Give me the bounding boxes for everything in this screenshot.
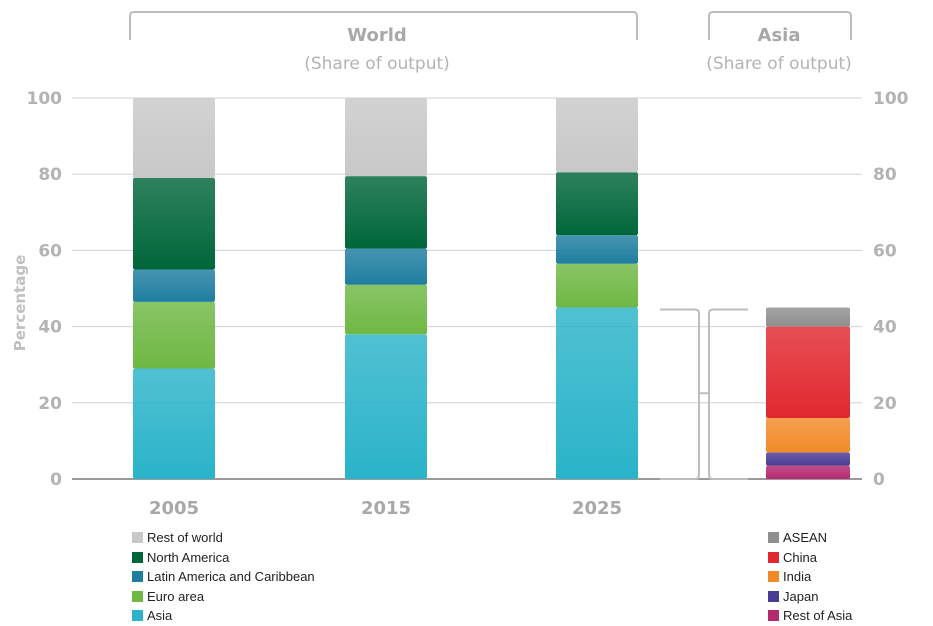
world-bar-2015-asia	[345, 334, 427, 479]
asia-bar-asia-rest-of-asia	[766, 465, 850, 479]
legend-world: Rest of world North America Latin America …	[132, 528, 315, 626]
world-title: World	[347, 25, 407, 46]
legend-swatch-latin-america-and-caribbean	[132, 571, 143, 583]
legend-item-latin-america-and-caribbean: Latin America and Caribbean	[132, 567, 315, 587]
legend-asia: ASEAN China India Japan Rest of Asia	[768, 528, 852, 626]
y-tick-left-0: 0	[50, 470, 62, 490]
y-tick-right-100: 100	[873, 89, 909, 109]
world-bar-2005-asia	[133, 368, 215, 479]
legend-label-asean: ASEAN	[783, 530, 828, 546]
y-tick-left-80: 80	[38, 165, 62, 185]
x-label-2025: 2025	[572, 498, 622, 519]
legend-swatch-india	[768, 571, 779, 583]
world-bar-2005-rest-of-world	[133, 98, 215, 179]
y-tick-right-80: 80	[873, 165, 897, 185]
group-brackets	[129, 11, 852, 480]
legend-label-euro-area: Euro area	[147, 588, 205, 604]
world-bar-2015-rest-of-world	[345, 98, 427, 177]
world-bar-2005-euro-area	[133, 301, 215, 369]
y-tick-left-100: 100	[27, 89, 63, 109]
legend-label-rest-of-world: Rest of world	[147, 530, 223, 546]
y-axis-label: Percentage	[11, 255, 29, 352]
legend-item-north-america: North America	[132, 548, 315, 568]
legend-item-asean: ASEAN	[768, 528, 852, 548]
world-bar-2015-latin-america-and-caribbean	[345, 248, 427, 285]
world-bar-2025-rest-of-world	[556, 98, 638, 173]
world-bar-2025-asia	[556, 307, 638, 479]
bars	[133, 98, 850, 479]
legend-item-rest-of-world: Rest of world	[132, 528, 315, 548]
y-tick-right-20: 20	[873, 394, 897, 414]
legend-item-euro-area: Euro area	[132, 587, 315, 607]
legend-swatch-asia	[132, 610, 143, 622]
legend-swatch-japan	[768, 590, 779, 602]
x-label-2005: 2005	[149, 498, 199, 519]
world-bar-2015-euro-area	[345, 284, 427, 335]
legend-label-china: China	[783, 549, 817, 565]
y-tick-right-0: 0	[873, 470, 885, 490]
world-bar-2005-latin-america-and-caribbean	[133, 269, 215, 302]
legend-swatch-china	[768, 551, 779, 563]
bracket-left-asia	[708, 308, 748, 480]
x-label-2015: 2015	[361, 498, 411, 519]
asia-subtitle: (Share of output)	[706, 54, 852, 74]
world-bar-2025-latin-america-and-caribbean	[556, 235, 638, 264]
legend-label-latin-america-and-caribbean: Latin America and Caribbean	[147, 569, 315, 585]
legend-swatch-asean	[768, 532, 779, 544]
labels: 0 0 20 20 40 40 60 60 80 80 100 100 Percentage 2005 20…	[11, 25, 909, 519]
legend-label-asia: Asia	[147, 608, 173, 624]
asia-bar-asia-china	[766, 326, 850, 419]
y-tick-left-40: 40	[38, 318, 62, 338]
legend-item-china: China	[768, 548, 852, 568]
asia-bar-asia-japan	[766, 452, 850, 466]
world-bar-2015-north-america	[345, 176, 427, 249]
legend-label-japan: Japan	[783, 588, 819, 604]
legend-swatch-rest-of-asia	[768, 610, 779, 622]
world-bar-2005-north-america	[133, 178, 215, 270]
world-bar-2025-north-america	[556, 172, 638, 236]
legend-swatch-rest-of-world	[132, 532, 143, 544]
asia-title: Asia	[758, 25, 801, 46]
asia-bar-asia-india	[766, 418, 850, 453]
world-bar-2025-euro-area	[556, 263, 638, 308]
legend-label-india: India	[783, 569, 812, 585]
y-tick-left-20: 20	[38, 394, 62, 414]
legend-item-asia: Asia	[132, 606, 315, 626]
legend-swatch-north-america	[132, 551, 143, 563]
legend-item-india: India	[768, 567, 852, 587]
asia-bar-asia-asean	[766, 307, 850, 327]
legend-item-japan: Japan	[768, 587, 852, 607]
legend-swatch-euro-area	[132, 590, 143, 602]
y-tick-right-60: 60	[873, 241, 897, 261]
legend-label-rest-of-asia: Rest of Asia	[783, 608, 853, 624]
y-tick-left-60: 60	[38, 241, 62, 261]
y-tick-right-40: 40	[873, 318, 897, 338]
bracket-right-world	[660, 308, 708, 480]
world-subtitle: (Share of output)	[304, 54, 450, 74]
legend-label-north-america: North America	[147, 549, 230, 565]
bracket-world	[129, 11, 638, 40]
bracket-asia	[708, 11, 852, 40]
legend-item-rest-of-asia: Rest of Asia	[768, 606, 852, 626]
